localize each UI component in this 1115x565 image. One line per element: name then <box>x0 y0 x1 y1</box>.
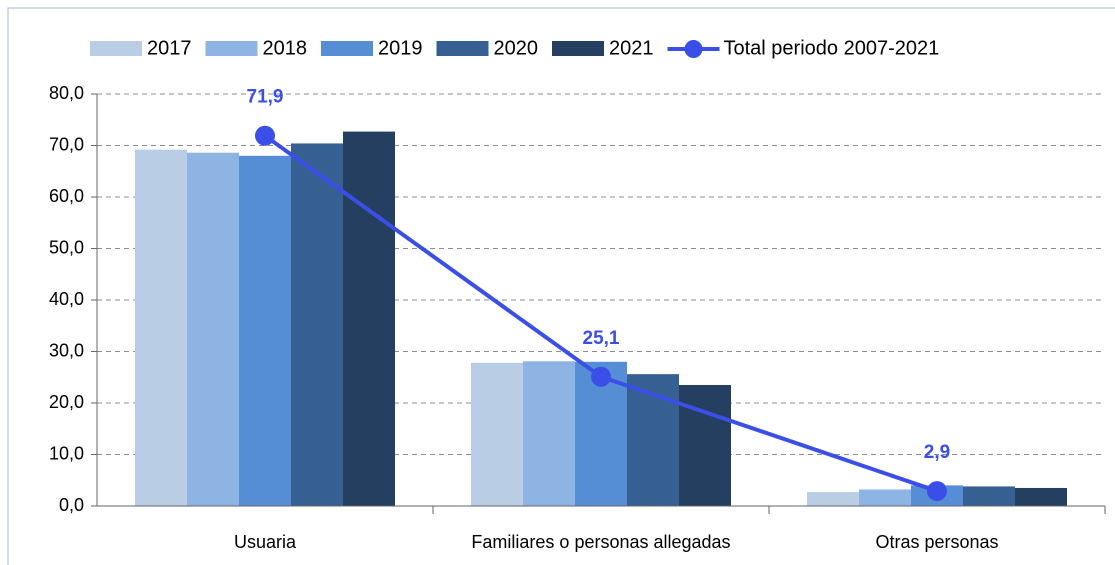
y-tick-label: 20,0 <box>49 392 84 412</box>
x-tick-label: Otras personas <box>875 532 998 552</box>
y-tick-label: 0,0 <box>59 495 84 515</box>
y-tick-label: 40,0 <box>49 289 84 309</box>
y-tick-label: 10,0 <box>49 443 84 463</box>
legend-swatch <box>321 41 373 56</box>
legend-label: 2018 <box>263 37 308 59</box>
x-tick-label: Usuaria <box>234 532 297 552</box>
bar <box>1015 487 1067 506</box>
legend-label: 2019 <box>378 37 423 59</box>
chart-frame <box>7 7 1115 565</box>
legend-swatch <box>205 41 258 56</box>
legend-label: 2020 <box>494 37 539 59</box>
bar <box>187 152 239 506</box>
legend-swatch <box>436 41 489 56</box>
bar <box>471 362 523 506</box>
y-tick-label: 70,0 <box>49 134 84 154</box>
legend-swatch <box>90 41 142 56</box>
bar <box>523 361 575 506</box>
legend-label: Total periodo 2007-2021 <box>724 37 940 59</box>
data-label: 25,1 <box>583 328 620 349</box>
bar <box>291 143 343 506</box>
bar <box>679 384 731 506</box>
bar <box>807 492 859 506</box>
y-tick-label: 80,0 <box>49 83 84 103</box>
line-marker <box>255 125 275 146</box>
y-tick-label: 60,0 <box>49 186 84 206</box>
x-tick-label: Familiares o personas allegadas <box>471 532 730 552</box>
bar <box>343 131 395 506</box>
data-label: 71,9 <box>247 87 284 108</box>
data-label: 2,9 <box>924 442 950 463</box>
line-marker <box>927 481 947 502</box>
legend-label: 2021 <box>609 37 654 59</box>
bar <box>239 155 291 507</box>
legend-swatch <box>552 41 604 56</box>
y-tick-label: 50,0 <box>49 237 84 257</box>
bar <box>135 149 187 506</box>
legend-marker <box>684 40 703 58</box>
line-marker <box>591 366 611 387</box>
legend-label: 2017 <box>147 37 192 59</box>
bar <box>859 489 911 506</box>
bar <box>963 486 1015 506</box>
y-tick-label: 30,0 <box>49 340 84 360</box>
